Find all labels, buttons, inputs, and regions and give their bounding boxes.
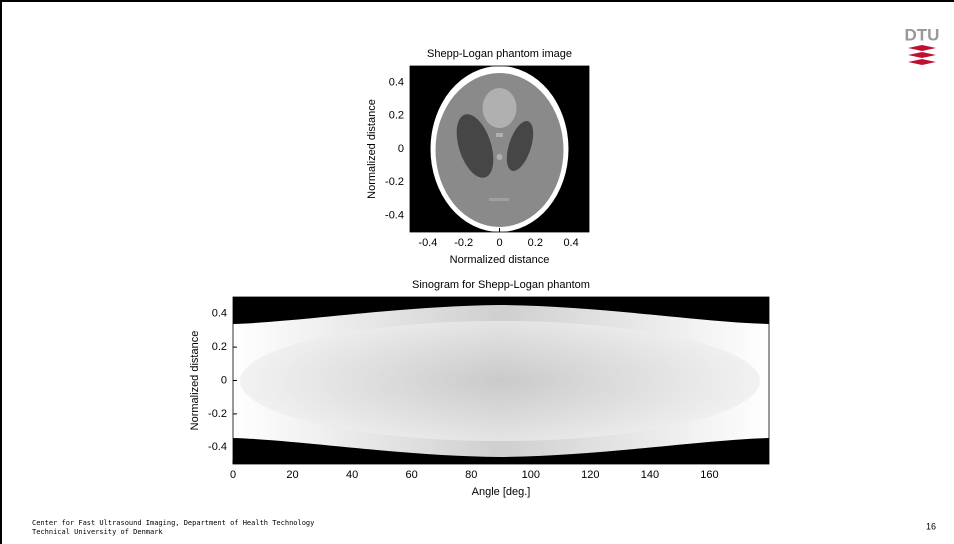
x-tick-label: -0.4 [418,237,437,249]
x-tick-label: 40 [346,469,358,481]
y-tick-label: 0.2 [212,341,227,353]
x-tick-label: 0.2 [528,237,543,249]
y-tick-label: -0.4 [208,441,227,453]
y-tick-label: 0 [221,374,227,386]
plot-title: Sinogram for Shepp-Logan phantom [412,279,590,291]
x-tick-label: 0 [230,469,236,481]
y-axis-label: Normalized distance [189,331,201,431]
y-tick-label: 0.4 [389,77,404,89]
y-tick-label: 0.2 [389,110,404,122]
y-tick-label: -0.2 [385,176,404,188]
phantom-image [410,66,589,232]
x-axis-label: Normalized distance [450,254,550,266]
logo-mark [908,45,936,65]
logo: DTU [905,25,940,44]
x-tick-label: 160 [700,469,718,481]
x-tick-label: 60 [406,469,418,481]
x-tick-label: 80 [465,469,477,481]
sinogram-image [233,297,769,464]
x-tick-label: 0.4 [563,237,578,249]
y-tick-label: 0 [398,143,404,155]
plot-title: Shepp-Logan phantom image [427,48,572,60]
x-tick-label: -0.2 [454,237,473,249]
y-tick-label: -0.4 [385,209,404,221]
x-tick-label: 120 [581,469,599,481]
y-tick-label: -0.2 [208,408,227,420]
x-axis-label: Angle [deg.] [472,486,531,498]
y-axis-label: Normalized distance [366,99,378,199]
x-tick-label: 100 [522,469,540,481]
y-tick-label: 0.4 [212,308,227,320]
footer-line: Center for Fast Ultrasound Imaging, Depa… [32,519,314,527]
page-number: 16 [926,521,936,531]
footer-line: Technical University of Denmark [32,528,163,536]
x-tick-label: 0 [496,237,502,249]
x-tick-label: 140 [641,469,659,481]
x-tick-label: 20 [286,469,298,481]
